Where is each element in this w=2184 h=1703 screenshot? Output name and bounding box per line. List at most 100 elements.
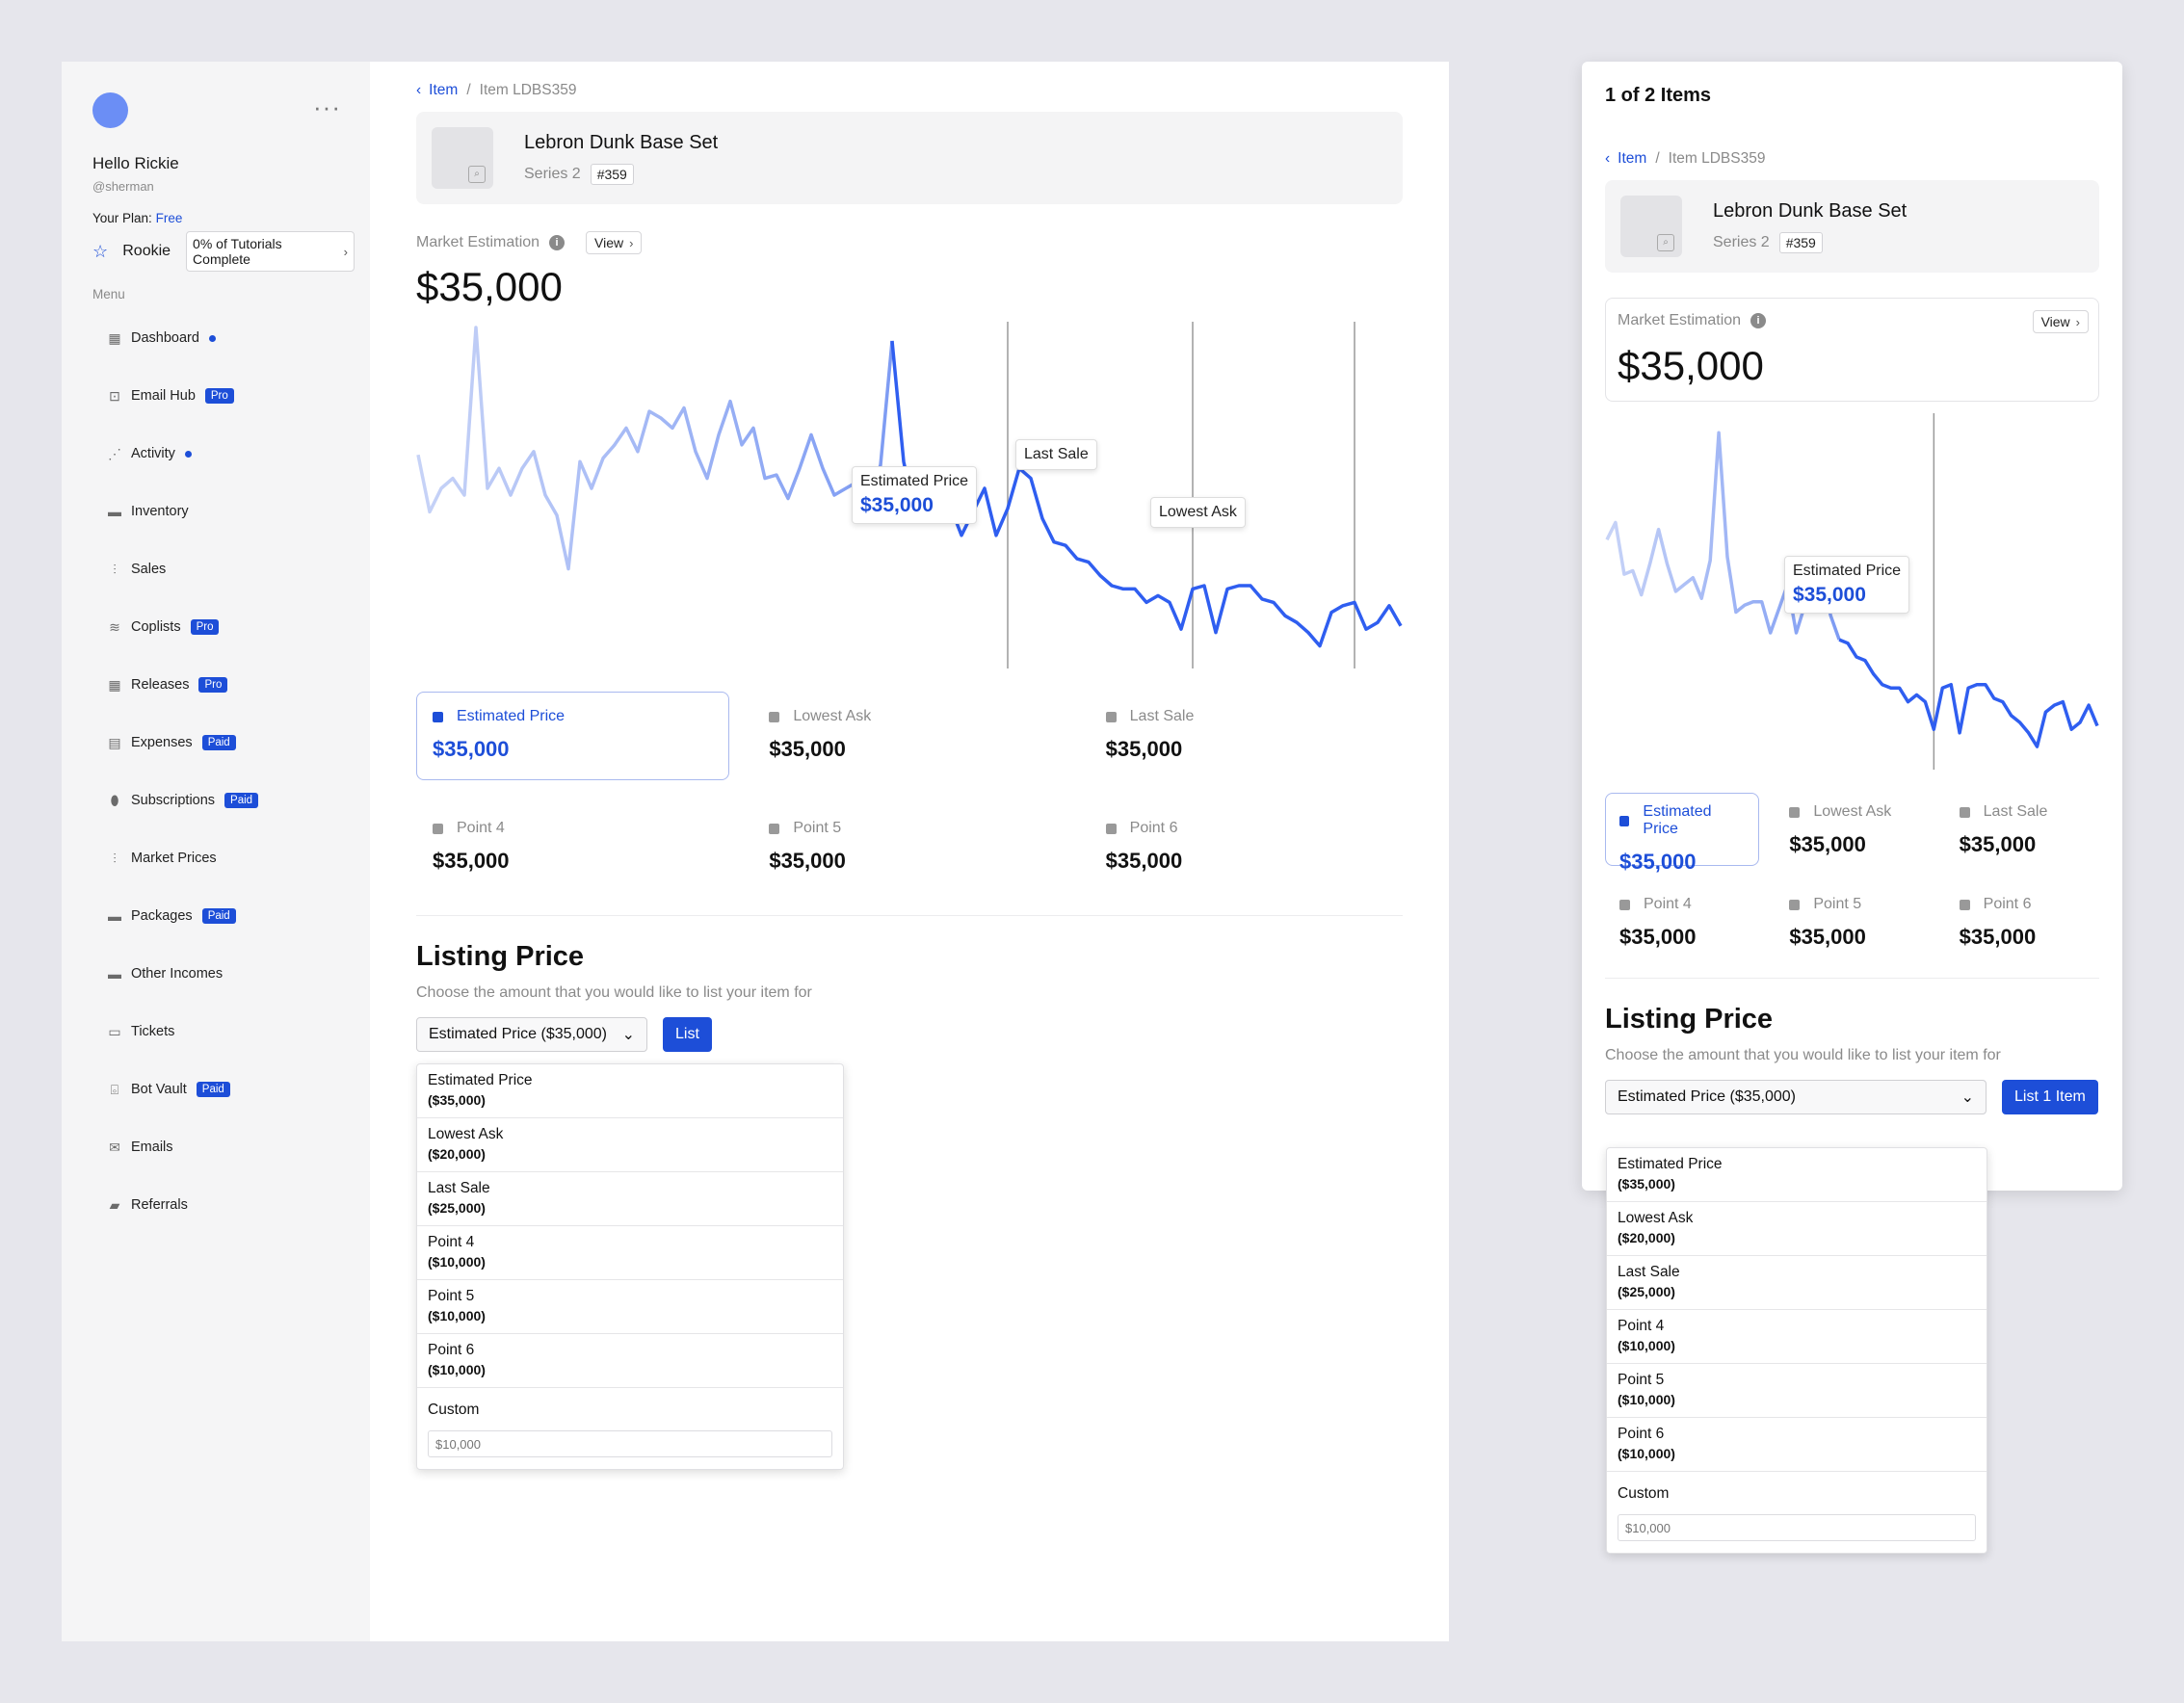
legend-square-icon (769, 711, 780, 722)
item-thumbnail[interactable]: ⌕ (432, 127, 493, 189)
price-point-label: Last Sale (1129, 708, 1195, 724)
chart-marker-tooltip: Estimated Price $35,000 (1784, 556, 1910, 614)
sidebar-item-coplists[interactable]: ≋ Coplists Pro (77, 598, 355, 656)
sidebar-item-label: Releases (131, 677, 190, 693)
option-value: ($25,000) (428, 1200, 486, 1216)
price-point-card[interactable]: Estimated Price $35,000 (1605, 793, 1760, 874)
price-point-card[interactable]: Lowest Ask $35,000 (1775, 793, 1929, 866)
item-series: Series 2 (1713, 233, 1770, 250)
sidebar-item-packages[interactable]: ▬ Packages Paid (77, 887, 355, 945)
listing-price-select[interactable]: Estimated Price ($35,000) ⌄ (1605, 1080, 1987, 1114)
price-point-label: Point 4 (457, 820, 505, 836)
magnify-icon[interactable]: ⌕ (468, 166, 486, 183)
option-value: ($20,000) (1618, 1230, 1675, 1245)
view-button[interactable]: View › (2032, 310, 2089, 333)
price-point-label: Point 5 (1813, 896, 1862, 912)
dropdown-option[interactable]: Estimated Price ($35,000) (417, 1064, 843, 1118)
avatar[interactable] (92, 92, 128, 128)
chart-marker-tooltip: Last Sale (1015, 439, 1097, 470)
item-thumbnail[interactable]: ⌕ (1620, 196, 1682, 257)
sidebar-item-emails[interactable]: ✉ Emails (77, 1118, 355, 1176)
option-value: ($10,000) (1618, 1392, 1675, 1407)
dropdown-option[interactable]: Point 4 ($10,000) (417, 1226, 843, 1280)
sidebar-item-label: Subscriptions (131, 793, 216, 808)
sidebar-item-label: Email Hub (131, 388, 196, 404)
item-meta: Series 2 #359 (1713, 231, 1907, 253)
option-value: ($10,000) (428, 1308, 486, 1323)
price-point-card[interactable]: Point 5 $35,000 (752, 803, 1066, 892)
sidebar-item-market-prices[interactable]: ⫶ Market Prices (77, 829, 355, 887)
marker-label: Lowest Ask (1159, 504, 1237, 520)
section-divider (416, 915, 1403, 916)
dropdown-option[interactable]: Estimated Price ($35,000) (1607, 1148, 1987, 1202)
subscription-icon: ⬮ (110, 793, 119, 808)
dropdown-option[interactable]: Last Sale ($25,000) (417, 1172, 843, 1226)
sidebar-item-dashboard[interactable]: ▦ Dashboard (77, 309, 355, 367)
price-point-label-row: Lowest Ask (1789, 803, 1914, 821)
sidebar-item-releases[interactable]: ▦ Releases Pro (77, 656, 355, 714)
price-point-value: $35,000 (769, 737, 846, 761)
price-point-label-row: Point 5 (1789, 896, 1914, 913)
info-icon[interactable]: i (1750, 313, 1767, 328)
sidebar-item-bot-vault[interactable]: ⌻ Bot Vault Paid (77, 1061, 355, 1118)
breadcrumb-back-link[interactable]: ‹ Item (416, 82, 458, 99)
tutorials-button[interactable]: 0% of Tutorials Complete › (186, 231, 355, 272)
list-button[interactable]: List (663, 1017, 712, 1052)
notification-dot (184, 450, 192, 458)
dropdown-option[interactable]: Point 6 ($10,000) (417, 1334, 843, 1388)
dropdown-option[interactable]: Point 6 ($10,000) (1607, 1418, 1987, 1472)
magnify-icon[interactable]: ⌕ (1657, 234, 1674, 251)
dropdown-option[interactable]: Point 4 ($10,000) (1607, 1310, 1987, 1364)
option-name: Point 4 (428, 1234, 475, 1250)
price-point-card[interactable]: Point 4 $35,000 (1605, 885, 1759, 958)
listing-controls: Estimated Price ($35,000) ⌄ List (416, 1017, 1403, 1052)
sidebar-item-tickets[interactable]: ▭ Tickets (77, 1003, 355, 1061)
price-point-card[interactable]: Point 6 $35,000 (1945, 885, 2099, 958)
option-name: Last Sale (1618, 1264, 1680, 1280)
price-point-label-row: Lowest Ask (769, 708, 1049, 725)
sidebar-item-expenses[interactable]: ▤ Expenses Paid (77, 714, 355, 772)
price-point-value: $35,000 (433, 737, 510, 761)
sidebar-item-inventory[interactable]: ▬ Inventory (77, 483, 355, 540)
item-info: Lebron Dunk Base Set Series 2 #359 (524, 132, 718, 185)
sidebar-item-other-incomes[interactable]: ▬ Other Incomes (77, 945, 355, 1003)
dropdown-option[interactable]: Lowest Ask ($20,000) (417, 1118, 843, 1172)
price-point-card[interactable]: Point 4 $35,000 (416, 803, 729, 892)
dropdown-option[interactable]: Point 5 ($10,000) (1607, 1364, 1987, 1418)
price-point-card[interactable]: Last Sale $35,000 (1945, 793, 2099, 866)
price-point-card[interactable]: Point 5 $35,000 (1775, 885, 1929, 958)
sidebar-item-email-hub[interactable]: ⊡ Email Hub Pro (77, 367, 355, 425)
custom-price-input[interactable] (428, 1430, 832, 1457)
breadcrumb-separator: / (1655, 150, 1660, 167)
price-line-history (1605, 431, 1841, 641)
sidebar-item-sales[interactable]: ⫶ Sales (77, 540, 355, 598)
chevron-left-icon: ‹ (416, 82, 422, 98)
price-point-card[interactable]: Point 6 $35,000 (1090, 803, 1403, 892)
option-value: ($10,000) (428, 1254, 486, 1270)
sidebar-item-subscriptions[interactable]: ⬮ Subscriptions Paid (77, 772, 355, 829)
plan-value-link[interactable]: Free (155, 211, 183, 225)
listing-price-select[interactable]: Estimated Price ($35,000) ⌄ (416, 1017, 647, 1052)
breadcrumb-back-link[interactable]: ‹ Item (1605, 150, 1646, 168)
info-icon[interactable]: i (549, 235, 566, 250)
breadcrumb-separator: / (466, 82, 471, 98)
dropdown-option[interactable]: Last Sale ($25,000) (1607, 1256, 1987, 1310)
sidebar-item-referrals[interactable]: ▰ Referrals (77, 1176, 355, 1234)
more-options-icon[interactable]: ··· (313, 92, 341, 121)
list-items-button[interactable]: List 1 Item (2002, 1080, 2098, 1114)
price-history-chart: Estimated Price $35,000 Last Sale Lowest As… (416, 322, 1403, 668)
price-point-label-row: Estimated Price (433, 708, 713, 725)
price-point-card[interactable]: Last Sale $35,000 (1090, 692, 1403, 780)
dropdown-option[interactable]: Lowest Ask ($20,000) (1607, 1202, 1987, 1256)
sidebar-item-activity[interactable]: ⋰ Activity (77, 425, 355, 483)
price-point-card[interactable]: Estimated Price $35,000 (416, 692, 730, 780)
view-button[interactable]: View › (586, 231, 643, 254)
price-point-card[interactable]: Lowest Ask $35,000 (752, 692, 1066, 780)
item-panel: 1 of 2 Items ‹ Item / Item LDBS359 ⌕ Leb… (1582, 62, 2122, 1191)
legend-square-icon (433, 711, 443, 722)
dropdown-option[interactable]: Point 5 ($10,000) (417, 1280, 843, 1334)
custom-price-input[interactable] (1618, 1514, 1976, 1541)
sidebar-item-label: Emails (131, 1140, 173, 1155)
section-divider (1605, 978, 2099, 979)
price-point-label: Point 6 (1129, 820, 1178, 836)
